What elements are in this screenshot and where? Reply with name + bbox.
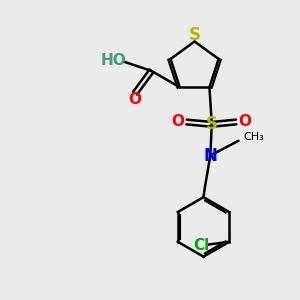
- Text: Cl: Cl: [194, 238, 210, 253]
- Text: O: O: [128, 92, 141, 107]
- Text: O: O: [172, 114, 185, 129]
- Text: N: N: [203, 147, 217, 165]
- Text: S: S: [206, 116, 218, 134]
- Text: CH₃: CH₃: [243, 132, 264, 142]
- Text: HO: HO: [100, 53, 126, 68]
- Text: S: S: [189, 26, 201, 44]
- Text: O: O: [238, 114, 251, 129]
